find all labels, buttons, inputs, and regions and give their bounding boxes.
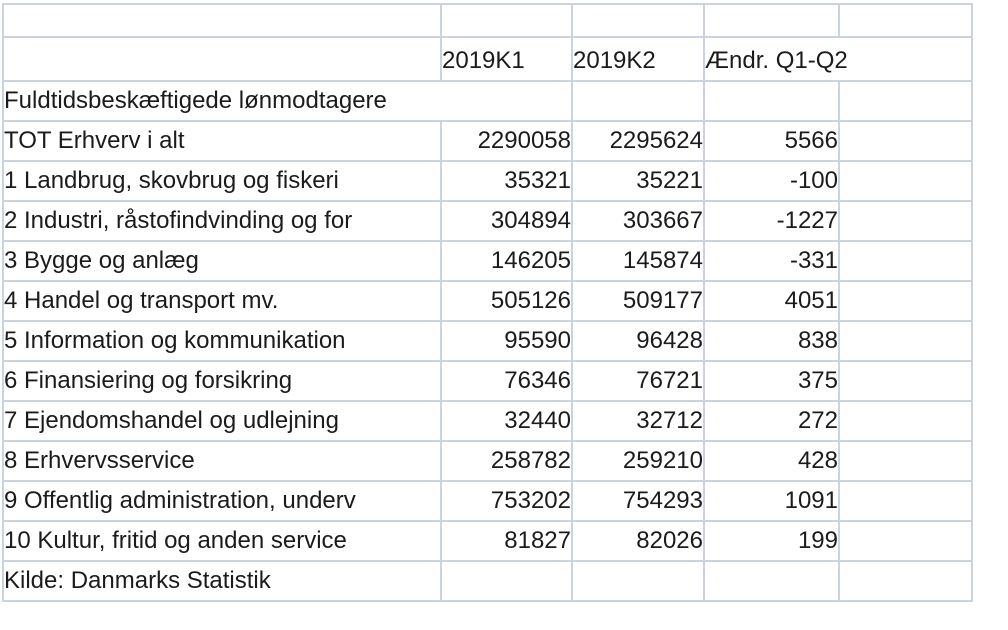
table-row: 3 Bygge og anlæg 146205 145874 -331 [4,242,973,282]
empty-cell[interactable] [705,562,840,602]
row-label-cell[interactable]: 9 Offentlig administration, underv [4,482,442,522]
empty-cell[interactable] [442,562,573,602]
value-2019k2-cell[interactable]: 2295624 [573,122,705,162]
value-2019k1-cell[interactable]: 304894 [442,202,573,242]
value-2019k1-cell[interactable]: 753202 [442,482,573,522]
source-row: Kilde: Danmarks Statistik [4,562,973,602]
value-2019k1-cell[interactable]: 76346 [442,362,573,402]
change-cell[interactable]: 199 [705,522,840,562]
change-cell[interactable]: 1091 [705,482,840,522]
table-row: TOT Erhverv i alt 2290058 2295624 5566 [4,122,973,162]
empty-cell[interactable] [840,442,973,482]
empty-cell[interactable] [840,242,973,282]
column-header-2019k2[interactable]: 2019K2 [573,38,705,82]
value-2019k1-cell[interactable]: 258782 [442,442,573,482]
row-label-cell[interactable]: 10 Kultur, fritid og anden service [4,522,442,562]
column-header-2019k1[interactable]: 2019K1 [442,38,573,82]
value-2019k2-cell[interactable]: 303667 [573,202,705,242]
table-row: 9 Offentlig administration, underv 75320… [4,482,973,522]
table-row: 8 Erhvervsservice 258782 259210 428 [4,442,973,482]
row-label-cell[interactable]: 8 Erhvervsservice [4,442,442,482]
empty-cell[interactable] [705,5,840,38]
row-label-cell[interactable]: 6 Finansiering og forsikring [4,362,442,402]
change-cell[interactable]: 272 [705,402,840,442]
table-row: 2 Industri, råstofindvinding og for 3048… [4,202,973,242]
column-header-change[interactable]: Ændr. Q1-Q2 [705,38,973,82]
table-row: 10 Kultur, fritid og anden service 81827… [4,522,973,562]
row-label-cell[interactable]: 3 Bygge og anlæg [4,242,442,282]
table-row: 5 Information og kommunikation 95590 964… [4,322,973,362]
row-label-cell[interactable]: 7 Ejendomshandel og udlejning [4,402,442,442]
value-2019k2-cell[interactable]: 754293 [573,482,705,522]
row-label-cell[interactable]: 4 Handel og transport mv. [4,282,442,322]
change-cell[interactable]: 838 [705,322,840,362]
row-label-cell[interactable]: TOT Erhverv i alt [4,122,442,162]
table-row-empty [4,5,973,38]
value-2019k2-cell[interactable]: 509177 [573,282,705,322]
empty-cell[interactable] [442,5,573,38]
value-2019k2-cell[interactable]: 259210 [573,442,705,482]
empty-cell[interactable] [573,5,705,38]
value-2019k1-cell[interactable]: 2290058 [442,122,573,162]
row-label-cell[interactable]: 5 Information og kommunikation [4,322,442,362]
empty-cell[interactable] [840,322,973,362]
value-2019k1-cell[interactable]: 81827 [442,522,573,562]
value-2019k1-cell[interactable]: 95590 [442,322,573,362]
change-cell[interactable]: 5566 [705,122,840,162]
empty-cell[interactable] [705,82,840,122]
empty-cell[interactable] [840,5,973,38]
empty-cell[interactable] [840,562,973,602]
row-label-cell[interactable]: 1 Landbrug, skovbrug og fiskeri [4,162,442,202]
change-cell[interactable]: -100 [705,162,840,202]
empty-cell[interactable] [840,122,973,162]
table-header-row: 2019K1 2019K2 Ændr. Q1-Q2 [4,38,973,82]
table-row: 7 Ejendomshandel og udlejning 32440 3271… [4,402,973,442]
change-cell[interactable]: 4051 [705,282,840,322]
section-title-cell[interactable]: Fuldtidsbeskæftigede lønmodtagere [4,82,573,122]
source-cell[interactable]: Kilde: Danmarks Statistik [4,562,442,602]
empty-cell[interactable] [4,38,442,82]
change-cell[interactable]: -1227 [705,202,840,242]
value-2019k1-cell[interactable]: 505126 [442,282,573,322]
table-row: 6 Finansiering og forsikring 76346 76721… [4,362,973,402]
value-2019k2-cell[interactable]: 145874 [573,242,705,282]
value-2019k1-cell[interactable]: 146205 [442,242,573,282]
change-cell[interactable]: 375 [705,362,840,402]
data-table: 2019K1 2019K2 Ændr. Q1-Q2 Fuldtidsbeskæf… [2,3,973,602]
table-row: 1 Landbrug, skovbrug og fiskeri 35321 35… [4,162,973,202]
section-title-row: Fuldtidsbeskæftigede lønmodtagere [4,82,973,122]
empty-cell[interactable] [573,82,705,122]
empty-cell[interactable] [840,482,973,522]
empty-cell[interactable] [4,5,442,38]
value-2019k2-cell[interactable]: 96428 [573,322,705,362]
empty-cell[interactable] [840,522,973,562]
change-cell[interactable]: -331 [705,242,840,282]
table-row: 4 Handel og transport mv. 505126 509177 … [4,282,973,322]
change-cell[interactable]: 428 [705,442,840,482]
empty-cell[interactable] [840,362,973,402]
value-2019k1-cell[interactable]: 32440 [442,402,573,442]
empty-cell[interactable] [573,562,705,602]
value-2019k1-cell[interactable]: 35321 [442,162,573,202]
row-label-cell[interactable]: 2 Industri, råstofindvinding og for [4,202,442,242]
empty-cell[interactable] [840,402,973,442]
empty-cell[interactable] [840,202,973,242]
empty-cell[interactable] [840,282,973,322]
value-2019k2-cell[interactable]: 32712 [573,402,705,442]
value-2019k2-cell[interactable]: 82026 [573,522,705,562]
value-2019k2-cell[interactable]: 35221 [573,162,705,202]
value-2019k2-cell[interactable]: 76721 [573,362,705,402]
empty-cell[interactable] [840,162,973,202]
empty-cell[interactable] [840,82,973,122]
